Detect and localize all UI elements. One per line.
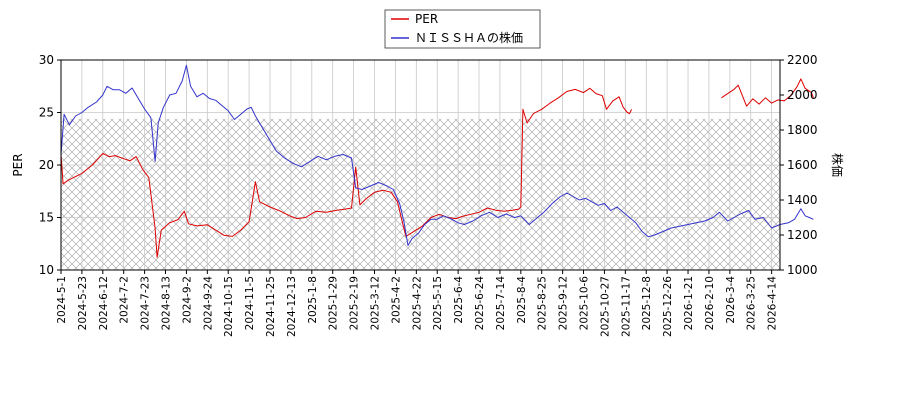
y-tick-label-right: 1600: [787, 158, 818, 172]
series-line-price: [60, 64, 814, 246]
x-tick-label: 2025-7-14: [495, 276, 507, 331]
legend-box: [384, 9, 541, 49]
x-tick-label: 2024-11-25: [265, 276, 277, 337]
x-tick-label: 2025-5-15: [432, 276, 444, 330]
x-tick-label: 2025-1-29: [328, 276, 340, 330]
legend: PER ＮＩＳＳＨＡの株価: [384, 9, 541, 49]
legend-label-per: PER: [415, 12, 438, 26]
x-tick-label: 2026-3-4: [725, 276, 737, 324]
y-tick-label-right: 1200: [787, 228, 818, 242]
hatched-band: [61, 118, 780, 270]
y-tick-label-right: 1800: [787, 123, 818, 137]
x-tick-label: 2024-10-15: [223, 276, 235, 337]
x-tick-label: 2024-5-23: [77, 276, 89, 330]
x-tick-label: 2024-5-1: [56, 276, 68, 324]
series-line-per: [60, 78, 814, 258]
x-tick-label: 2025-6-4: [453, 276, 465, 324]
x-tick-label: 2026-3-25: [746, 276, 758, 330]
x-tick-label: 2025-3-12: [370, 276, 382, 330]
x-tick-label: 2025-12-26: [662, 276, 674, 337]
y-tick-label-right: 1000: [787, 263, 818, 277]
x-tick-label: 2025-8-4: [516, 276, 528, 324]
y-tick-label-left: 25: [39, 106, 54, 120]
x-tick-label: 2025-11-17: [620, 276, 632, 337]
x-tick-label: 2024-11-5: [244, 276, 256, 330]
x-tick-label: 2025-10-6: [579, 276, 591, 331]
axes: 10 15 20 25 30 1000 1200 1400 1600 1800 2000 2200 20…: [39, 53, 818, 337]
y-tick-label-left: 20: [39, 158, 54, 172]
y-axis-label-right: 株価: [830, 153, 845, 177]
x-tick-label: 2026-2-10: [704, 276, 716, 330]
hatch-rect: [61, 118, 780, 270]
x-tick-label: 2024-7-23: [140, 276, 152, 330]
y-axis-label-left: PER: [11, 153, 25, 176]
grid-lines: [60, 59, 780, 271]
y-tick-label-right: 2200: [787, 53, 818, 67]
x-tick-label: 2024-6-12: [98, 276, 110, 330]
x-tick-label: 2025-9-12: [558, 276, 570, 330]
x-tick-label: 2025-8-25: [537, 276, 549, 330]
x-tick-label: 2025-6-24: [474, 276, 486, 331]
x-tick-label: 2025-2-19: [349, 276, 361, 330]
x-tick-label: 2026-1-21: [683, 276, 695, 330]
x-tick-label: 2025-4-2: [390, 276, 402, 324]
x-tick-label: 2024-12-13: [286, 276, 298, 337]
series-layer: [60, 64, 814, 258]
y-tick-label-left: 10: [39, 263, 54, 277]
x-tick-label: 2024-9-24: [202, 276, 214, 331]
y-tick-label-left: 15: [39, 211, 54, 225]
x-tick-label: 2025-1-8: [307, 276, 319, 324]
x-tick-label: 2024-9-2: [181, 276, 193, 324]
x-tick-label: 2024-7-2: [119, 276, 131, 324]
y-tick-label-left: 30: [39, 53, 54, 67]
x-tick-label: 2025-4-22: [411, 276, 423, 330]
legend-label-price: ＮＩＳＳＨＡの株価: [415, 30, 523, 45]
x-tick-label: 2025-12-8: [641, 276, 653, 330]
x-tick-label: 2025-10-27: [599, 276, 611, 337]
y-tick-label-right: 2000: [787, 88, 818, 102]
x-tick-label: 2026-4-14: [767, 276, 779, 331]
y-tick-label-right: 1400: [787, 193, 818, 207]
x-tick-label: 2024-8-13: [161, 276, 173, 330]
